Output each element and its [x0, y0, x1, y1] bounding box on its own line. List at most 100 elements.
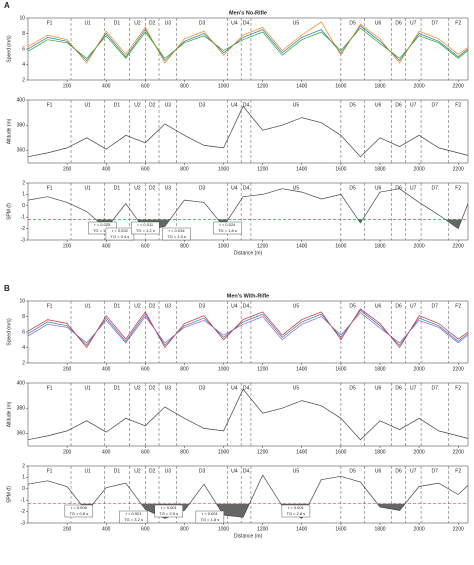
- annotation-text: r = 0.011: [138, 222, 154, 227]
- x-tick-label: 1200: [257, 166, 268, 172]
- annotation-box: [281, 504, 311, 518]
- section-label: D6: [395, 102, 402, 108]
- x-tick-label: 1200: [257, 83, 268, 89]
- x-tick-label: 2200: [453, 366, 464, 372]
- annotation-box: [119, 510, 148, 524]
- section-label: D4: [243, 303, 250, 309]
- section-label: D1: [114, 20, 121, 26]
- section-label: U7: [410, 303, 417, 309]
- section-label: F2: [455, 102, 461, 108]
- series-line: [28, 105, 468, 158]
- section-label: F1: [47, 303, 53, 309]
- x-tick-label: 1200: [257, 449, 268, 455]
- y-tick-label: 360: [17, 431, 26, 437]
- x-tick-label: 200: [63, 526, 72, 532]
- series-line: [28, 312, 468, 344]
- section-label: F1: [47, 20, 53, 26]
- section-label: D4: [243, 468, 250, 474]
- section-label: U3: [165, 468, 172, 474]
- x-tick-label: 800: [180, 243, 189, 249]
- x-tick-label: 200: [63, 83, 72, 89]
- x-axis-label: Distance (m): [234, 533, 263, 539]
- section-label: D6: [395, 385, 402, 391]
- section-label: D7: [432, 20, 439, 26]
- y-tick-label: -1: [21, 215, 26, 221]
- series-line: [28, 21, 468, 64]
- y-axis-label: SPM (f): [6, 203, 12, 220]
- annotation-box: [64, 504, 94, 518]
- annotation-text: r = 0.034: [169, 228, 186, 233]
- annotation-text: TG = 3.2 s: [124, 517, 143, 522]
- y-tick-label: 4: [22, 345, 25, 351]
- x-tick-label: 1600: [335, 366, 346, 372]
- section-label: D1: [114, 303, 121, 309]
- x-tick-label: 1200: [257, 366, 268, 372]
- section-label: U5: [293, 303, 300, 309]
- y-tick-label: -3: [21, 520, 26, 526]
- y-tick-label: 6: [22, 329, 25, 335]
- annotation-text: TG = 3.4 s: [111, 234, 130, 239]
- section-label: F2: [455, 468, 461, 474]
- x-tick-label: 2000: [414, 243, 425, 249]
- section-label: U4: [231, 20, 238, 26]
- x-tick-label: 200: [63, 449, 72, 455]
- annotation-box: [154, 504, 184, 518]
- section-label: U6: [375, 102, 382, 108]
- annotation-text: r = 0.032: [112, 228, 129, 233]
- section-label: U5: [293, 185, 300, 191]
- section-label: U3: [165, 185, 172, 191]
- annotation-box: [213, 221, 242, 235]
- x-tick-label: 800: [180, 83, 189, 89]
- y-tick-label: 360: [17, 148, 26, 154]
- section-label: U2: [134, 468, 141, 474]
- section-label: F2: [455, 20, 461, 26]
- x-tick-label: 1400: [296, 83, 307, 89]
- section-label: D6: [395, 303, 402, 309]
- section-label: U7: [410, 185, 417, 191]
- series-line: [28, 388, 468, 441]
- x-tick-label: 1800: [374, 449, 385, 455]
- section-label: D3: [199, 185, 206, 191]
- x-tick-label: 1600: [335, 449, 346, 455]
- y-tick-label: 8: [22, 314, 25, 320]
- annotation-text: TG = 1.8 s: [218, 228, 237, 233]
- section-label: U5: [293, 468, 300, 474]
- y-tick-label: 10: [19, 298, 25, 304]
- supra-threshold-area: [28, 503, 468, 519]
- annotation-text: r = 0.001: [288, 505, 305, 510]
- section-label: U6: [375, 385, 382, 391]
- annotation-text: r = 0.001: [126, 511, 143, 516]
- x-tick-label: 1600: [335, 243, 346, 249]
- annotation-text: TG = 1.8 s: [200, 517, 219, 522]
- section-label: U7: [410, 20, 417, 26]
- x-tick-label: 1000: [218, 83, 229, 89]
- y-tick-label: 400: [17, 97, 26, 103]
- section-label: U6: [375, 468, 382, 474]
- section-label: U3: [165, 385, 172, 391]
- panel-label: B: [4, 284, 10, 293]
- section-label: D2: [149, 385, 156, 391]
- section-label: U1: [84, 303, 91, 309]
- section-label: D1: [114, 185, 121, 191]
- section-label: F1: [47, 102, 53, 108]
- x-tick-label: 2000: [414, 449, 425, 455]
- annotation-text: r = 0.001: [202, 511, 219, 516]
- annotation-box: [195, 510, 225, 524]
- section-label: U4: [231, 102, 238, 108]
- section-label: D7: [432, 468, 439, 474]
- section-label: U7: [410, 468, 417, 474]
- section-label: U5: [293, 385, 300, 391]
- annotation-text: TG = 1.5 s: [167, 234, 186, 239]
- y-tick-label: -3: [21, 237, 26, 243]
- x-tick-label: 600: [141, 526, 150, 532]
- section-label: U3: [165, 20, 172, 26]
- section-label: D7: [432, 102, 439, 108]
- section-label: U5: [293, 102, 300, 108]
- x-tick-label: 400: [102, 243, 111, 249]
- x-tick-label: 1400: [296, 166, 307, 172]
- section-label: U2: [134, 303, 141, 309]
- y-tick-label: 6: [22, 46, 25, 52]
- x-tick-label: 800: [180, 166, 189, 172]
- section-label: U4: [231, 468, 238, 474]
